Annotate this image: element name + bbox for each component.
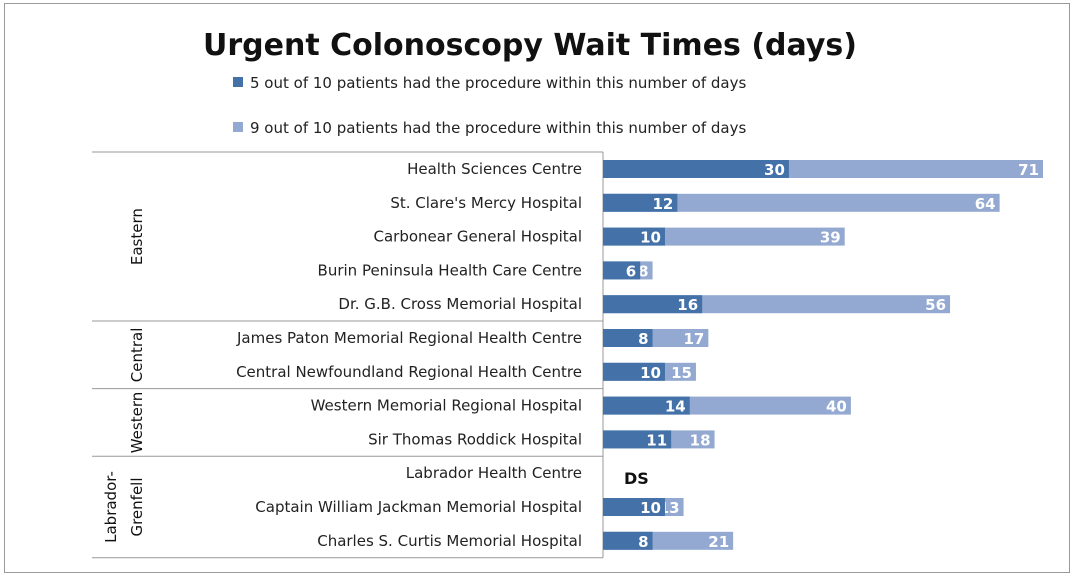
chart-frame (4, 3, 1070, 573)
bar-p90 (603, 193, 1000, 212)
bar-median (603, 261, 641, 280)
category-label: Labrador Health Centre (406, 464, 582, 482)
legend-label-median: 5 out of 10 patients had the procedure w… (250, 74, 746, 92)
data-label-median: 8 (638, 330, 648, 348)
category-label: Carbonear General Hospital (374, 228, 582, 246)
category-label: Dr. G.B. Cross Memorial Hospital (338, 295, 582, 313)
data-label-p90: 8 (638, 262, 648, 280)
data-label-p90: 18 (690, 431, 711, 449)
data-label-median: 16 (677, 296, 698, 314)
data-label-median: 11 (646, 431, 667, 449)
category-label: Central Newfoundland Regional Health Cen… (236, 363, 582, 381)
chart-title: Urgent Colonoscopy Wait Times (days) (203, 28, 857, 63)
bar-median (603, 498, 665, 516)
bar-median (603, 160, 789, 178)
category-label: Charles S. Curtis Memorial Hospital (317, 532, 582, 550)
bar-median (603, 329, 653, 347)
category-label: Sir Thomas Roddick Hospital (368, 430, 582, 448)
data-label-p90: 40 (826, 398, 847, 416)
bar-median (603, 430, 672, 449)
data-label-p90: 71 (1018, 161, 1039, 179)
bar-median (603, 362, 665, 381)
category-label: James Paton Memorial Regional Health Cen… (236, 329, 582, 347)
data-label-median: 6 (626, 262, 636, 280)
group-label: Central (128, 328, 146, 383)
group-label: Western (128, 392, 146, 454)
group-label: Eastern (128, 208, 146, 265)
data-label-p90: 64 (975, 195, 996, 213)
bar-median (603, 396, 690, 415)
data-label-median: 10 (640, 229, 661, 247)
category-label: Health Sciences Centre (407, 160, 582, 178)
data-label-p90: 15 (671, 364, 692, 382)
data-label-median: 14 (665, 398, 686, 416)
data-label-p90: 56 (925, 296, 946, 314)
data-label-p90: 39 (820, 229, 841, 247)
bar-median (603, 193, 678, 212)
data-label-median: 8 (638, 533, 648, 551)
category-label: Burin Peninsula Health Care Centre (318, 261, 582, 279)
category-label: St. Clare's Mercy Hospital (390, 194, 582, 212)
legend-label-p90: 9 out of 10 patients had the procedure w… (250, 119, 746, 137)
category-label: Captain William Jackman Memorial Hospita… (255, 498, 582, 516)
data-label-median: 10 (640, 364, 661, 382)
data-label-median: 10 (640, 499, 661, 517)
category-label: Western Memorial Regional Hospital (311, 397, 582, 415)
legend-swatch-median (233, 77, 243, 87)
data-label-median: 30 (764, 161, 785, 179)
data-label-p90: 17 (683, 330, 704, 348)
legend-swatch-p90 (233, 122, 243, 132)
data-label-p90: 21 (708, 533, 729, 551)
bar-median (603, 227, 665, 246)
annotation-ds: DS (624, 469, 649, 488)
bar-median (603, 531, 653, 550)
group-label: Grenfell (128, 477, 146, 536)
bar-median (603, 295, 703, 314)
group-label: Labrador- (102, 471, 120, 543)
data-label-median: 12 (652, 195, 673, 213)
